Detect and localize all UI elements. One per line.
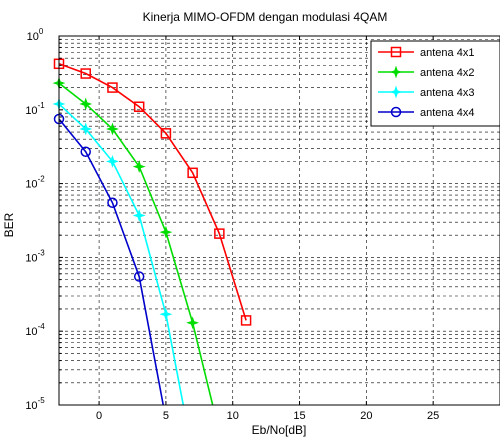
legend-marker bbox=[390, 46, 402, 58]
x-tick-label: 25 bbox=[427, 410, 439, 422]
data-point bbox=[107, 82, 118, 93]
data-point bbox=[214, 228, 225, 239]
data-point bbox=[240, 315, 252, 326]
y-tick-label: 10-5 bbox=[25, 396, 45, 412]
chart-title: Kinerja MIMO-OFDM dengan modulasi 4QAM bbox=[143, 10, 388, 24]
legend-entry: antena 4x1 bbox=[378, 46, 474, 59]
legend-label: antena 4x1 bbox=[420, 47, 474, 59]
data-point bbox=[186, 316, 200, 330]
y-tick-label: 10-1 bbox=[25, 101, 45, 117]
legend-marker bbox=[390, 106, 402, 118]
y-tick-label: 100 bbox=[27, 27, 44, 43]
y-tick-label: 10-4 bbox=[25, 322, 45, 338]
series-line bbox=[58, 118, 165, 406]
legend-marker bbox=[389, 65, 403, 79]
legend-label: antena 4x3 bbox=[420, 87, 474, 99]
legend-label: antena 4x2 bbox=[420, 67, 474, 79]
data-point bbox=[159, 225, 173, 239]
data-point bbox=[133, 271, 145, 282]
data-point bbox=[132, 160, 146, 174]
data-point bbox=[107, 197, 118, 209]
legend-entries: antena 4x1 antena 4x2 antena 4x3 antena 4x4 bbox=[378, 46, 474, 119]
x-axis-label: Eb/No[dB] bbox=[252, 423, 307, 437]
data-point bbox=[160, 128, 172, 139]
data-point bbox=[133, 101, 145, 112]
x-tick-label: 5 bbox=[163, 410, 169, 422]
x-tick-label: 0 bbox=[96, 410, 102, 422]
legend-entry: antena 4x2 bbox=[378, 65, 474, 79]
series-1 bbox=[53, 58, 252, 326]
series-line bbox=[58, 103, 185, 406]
legend: antena 4x1 antena 4x2 antena 4x3 antena 4x4 bbox=[370, 40, 500, 127]
legend-entry: antena 4x3 bbox=[378, 85, 474, 99]
ticks: 0 5 10 15 20 25 100 10-1 10-2 10-3 10-4 10-5 bbox=[25, 27, 439, 422]
data-point bbox=[79, 122, 93, 136]
data-point bbox=[159, 307, 173, 321]
plot-frame bbox=[58, 35, 500, 406]
data-point bbox=[80, 146, 91, 158]
x-tick-label: 10 bbox=[227, 410, 239, 422]
data-point bbox=[106, 122, 119, 136]
y-tick-label: 10-3 bbox=[25, 248, 45, 264]
x-tick-label: 20 bbox=[360, 410, 372, 422]
y-tick-label: 10-2 bbox=[25, 175, 45, 191]
x-tick-label: 15 bbox=[293, 410, 305, 422]
data-point bbox=[80, 68, 91, 79]
data-point bbox=[132, 209, 146, 222]
data-point bbox=[79, 97, 93, 111]
legend-entry: antena 4x4 bbox=[378, 106, 474, 119]
y-axis-label: BER bbox=[2, 212, 16, 237]
data-point bbox=[106, 154, 119, 168]
legend-label: antena 4x4 bbox=[420, 107, 474, 119]
data-point bbox=[187, 167, 198, 179]
legend-marker bbox=[389, 85, 403, 99]
